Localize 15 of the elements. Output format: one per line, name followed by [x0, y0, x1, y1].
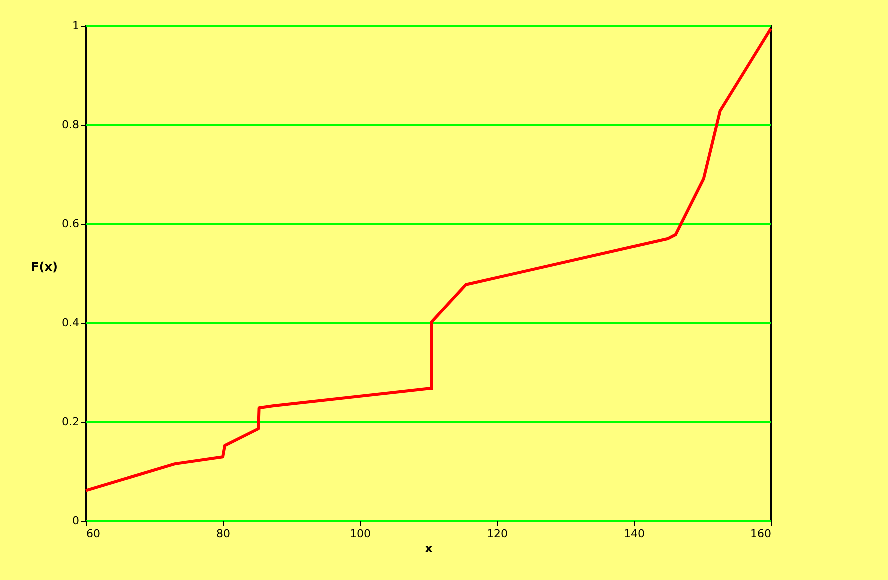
y-axis-title: F(x) [31, 260, 58, 274]
x-tick-label: 120 [487, 528, 508, 540]
line-series [84, 27, 772, 492]
x-tick-label: 140 [624, 528, 645, 540]
x-tick-label: 100 [350, 528, 371, 540]
y-tick-label: 0.6 [62, 218, 80, 230]
x-tick-label: 80 [216, 528, 230, 540]
y-tick-label: 0.4 [62, 316, 80, 330]
y-tick-label: 0.2 [62, 416, 80, 428]
y-tick-label: 1 [72, 20, 80, 32]
y-tick-label: 0 [72, 514, 80, 528]
y-tick-label: 0.8 [62, 118, 80, 132]
x-axis-title: x [425, 542, 434, 556]
x-tick-label: 60 [86, 528, 100, 540]
x-tick-label: 160 [750, 528, 772, 540]
